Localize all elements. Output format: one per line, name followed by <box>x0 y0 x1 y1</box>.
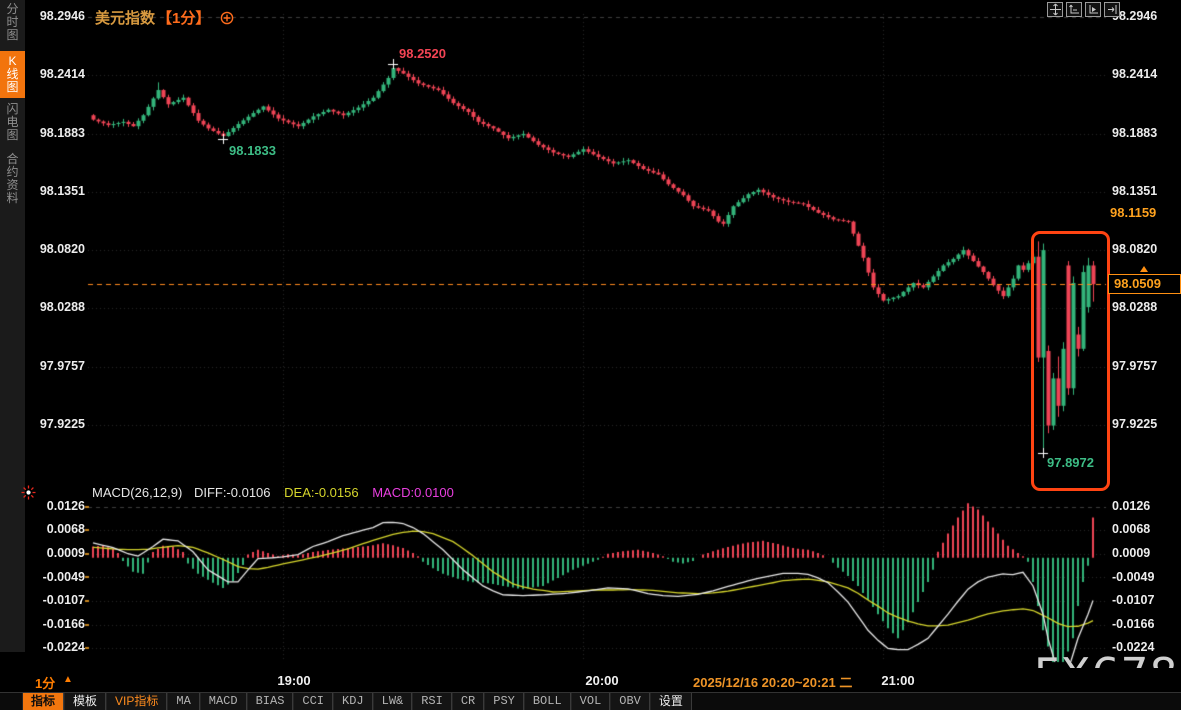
macd-axis-label-right: -0.0224 <box>1112 639 1155 654</box>
price-axis-label-right: 98.2946 <box>1112 9 1158 23</box>
macd-axis-label-left: 0.0126 <box>46 499 85 513</box>
highlight-rectangle[interactable] <box>1031 231 1110 491</box>
macd-diff-value: DIFF:-0.0106 <box>193 485 271 500</box>
indicator-toolbar: 指标 模板 VIP指标 MA MACD BIAS CCI KDJ LW& RSI CR PSY BOLL… <box>0 692 1181 710</box>
title-settings-icon[interactable] <box>220 11 234 29</box>
price-axis-label-left: 98.2946 <box>39 9 85 23</box>
sidebar-item-contract-info[interactable]: 合 约 资 料 <box>6 152 19 205</box>
price-axis-label-right: 98.2414 <box>1112 67 1158 82</box>
box-low-label: 97.8972 <box>1047 455 1094 470</box>
toolbar-tab-CCI6[interactable]: CCI <box>293 693 334 710</box>
toolbar-tab-VOL13[interactable]: VOL <box>570 693 611 710</box>
toolbar-tab-RSI9[interactable]: RSI <box>412 693 452 710</box>
session-high-label: 98.2520 <box>399 46 446 61</box>
time-axis-label: 20:00 <box>585 673 619 688</box>
price-axis-label-right: 98.1351 <box>1112 183 1158 198</box>
left-sidebar: 分 时 图 K 线 图闪 电 图合 约 资 料 <box>0 0 25 652</box>
candle-time-range: 2025/12/16 20:20~20:21 二 <box>687 671 859 692</box>
macd-axis-label-right: -0.0166 <box>1112 616 1155 631</box>
macd-axis-label-left: -0.0166 <box>42 616 85 631</box>
macd-axis-label-left: 0.0009 <box>46 546 85 561</box>
time-axis-row: 1分 ▲ 2025/12/16 20:20~20:21 二 19:00 20:00… <box>0 668 1181 692</box>
price-axis-label-left: 97.9225 <box>39 417 85 431</box>
session-low-label: 98.1833 <box>229 143 276 158</box>
macd-axis-label-right: -0.0107 <box>1112 592 1155 607</box>
box-high-label: 98.1159 <box>1110 205 1157 220</box>
price-axis-label-left: 97.9757 <box>39 358 85 373</box>
price-axis-label-left: 98.0288 <box>39 300 85 315</box>
pan-tool-icon[interactable] <box>1047 2 1063 17</box>
price-axis-label-left: 98.0820 <box>39 242 85 257</box>
price-axis-label-right: 97.9225 <box>1112 417 1158 431</box>
toolbar-tab-xx1[interactable]: 模板 <box>64 693 107 710</box>
candlestick-chart-canvas[interactable] <box>0 0 1181 668</box>
macd-axis-label-left: -0.0107 <box>42 592 85 607</box>
price-axis-label-right: 98.1883 <box>1112 125 1158 140</box>
price-axis-label-right: 98.0820 <box>1112 242 1158 257</box>
toolbar-tab-BOLL12[interactable]: BOLL <box>523 693 571 710</box>
toolbar-tab-CR10[interactable]: CR <box>451 693 485 710</box>
time-axis-label: 19:00 <box>277 673 311 688</box>
toolbar-tab-LWx8[interactable]: LW& <box>372 693 413 710</box>
toolbar-tab-PSY11[interactable]: PSY <box>484 693 524 710</box>
macd-axis-label-left: -0.0224 <box>42 639 85 654</box>
macd-axis-label-left: -0.0049 <box>42 569 85 584</box>
macd-axis-label-left: 0.0068 <box>46 522 85 537</box>
macd-hist-value: MACD:0.0100 <box>372 485 454 500</box>
toolbar-tab-OBV14[interactable]: OBV <box>610 693 650 710</box>
time-axis-label: 21:00 <box>881 673 915 688</box>
sidebar-item-kline-chart[interactable]: K 线 图 <box>0 51 25 98</box>
axis-zoom-left-icon[interactable] <box>1066 2 1082 17</box>
macd-axis-label-right: 0.0009 <box>1112 546 1151 561</box>
price-axis-label-right: 97.9757 <box>1112 358 1158 373</box>
price-axis-label-left: 98.1351 <box>39 183 85 198</box>
price-up-arrow-icon <box>1140 266 1148 272</box>
last-price-tag: 98.0509 <box>1108 274 1181 294</box>
toolbar-tab-BIAS5[interactable]: BIAS <box>246 693 294 710</box>
macd-axis-label-right: 0.0126 <box>1112 499 1151 513</box>
chart-titlebar: 美元指数 【1分】 <box>95 7 234 29</box>
symbol-title: 美元指数 <box>95 10 156 27</box>
macd-params: MACD(26,12,9) <box>92 485 183 500</box>
toolbar-tab-KDJ7[interactable]: KDJ <box>333 693 373 710</box>
macd-indicator-header[interactable]: MACD(26,12,9) DIFF:-0.0106 DEA:-0.0156 M… <box>92 485 454 500</box>
price-axis-label-right: 98.0288 <box>1112 300 1158 315</box>
toolbar-tab-MACD4[interactable]: MACD <box>199 693 247 710</box>
macd-axis-label-right: 0.0068 <box>1112 522 1151 537</box>
price-axis-label-left: 98.2414 <box>39 67 85 82</box>
period-selector[interactable]: 1分 <box>35 676 56 691</box>
axis-shift-right-icon[interactable] <box>1104 2 1120 17</box>
sidebar-item-flash-chart[interactable]: 闪 电 图 <box>6 102 19 142</box>
macd-axis-label-right: -0.0049 <box>1112 569 1155 584</box>
period-tag: 【1分】 <box>157 10 211 27</box>
sidebar-item-time-chart[interactable]: 分 时 图 <box>6 2 19 42</box>
live-indicator-icon <box>21 485 36 505</box>
axis-play-icon[interactable] <box>1085 2 1101 17</box>
macd-dea-value: DEA:-0.0156 <box>284 485 359 500</box>
toolbar-tab-MA3[interactable]: MA <box>167 693 200 710</box>
price-axis-label-left: 98.1883 <box>39 125 85 140</box>
toolbar-tab-xx15[interactable]: 设置 <box>649 693 692 710</box>
period-dropdown-arrow-icon[interactable]: ▲ <box>63 674 73 685</box>
chart-tool-icons <box>1047 2 1120 17</box>
toolbar-tab-VIPxx2[interactable]: VIP指标 <box>106 693 168 710</box>
toolbar-tab-xx0[interactable]: 指标 <box>22 693 65 710</box>
